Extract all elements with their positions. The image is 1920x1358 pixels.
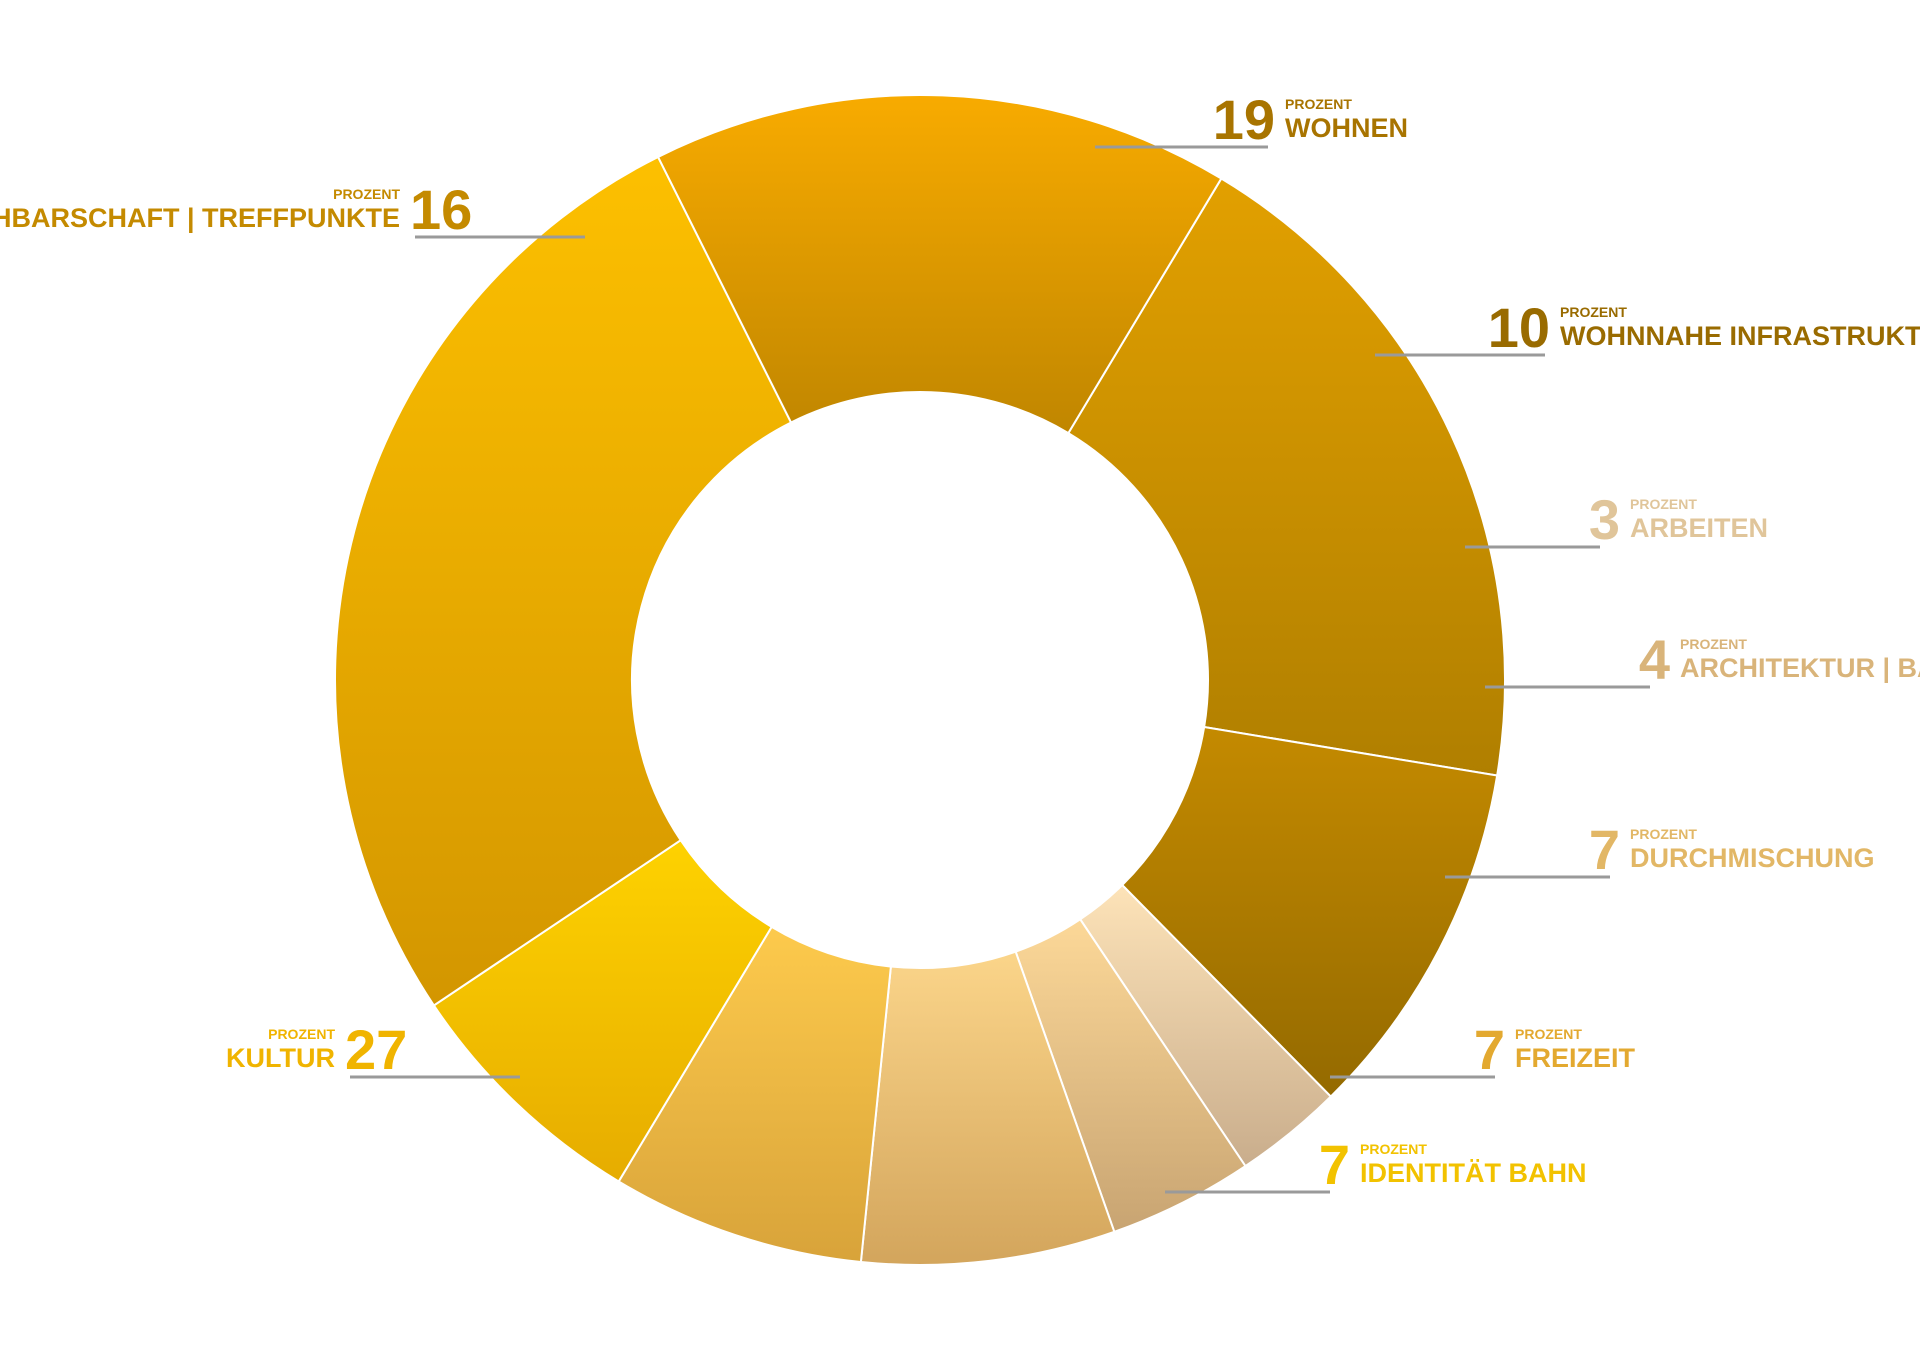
slice-label: DURCHMISCHUNG [1630,843,1875,873]
donut-slices [334,94,1506,1267]
slice-label: IDENTITÄT BAHN [1360,1158,1586,1188]
slice-unit: PROZENT [1560,304,1627,320]
slice-label: WOHNEN [1285,113,1408,143]
slice-unit: PROZENT [1515,1026,1582,1042]
slice-value: 3 [1589,488,1620,551]
slice-unit: PROZENT [1360,1141,1427,1157]
slice-label: KULTUR [226,1043,335,1073]
slice-nachbarschaft-treffpunkte [656,94,1223,435]
slice-label: WOHNNAHE INFRASTRUKTUR [1560,321,1920,351]
slice-unit: PROZENT [333,186,400,202]
slice-value: 27 [345,1018,407,1081]
slice-unit: PROZENT [1680,636,1747,652]
slice-value: 19 [1213,88,1275,151]
slice-value: 16 [410,178,472,241]
slice-unit: PROZENT [268,1026,335,1042]
slice-unit: PROZENT [1285,96,1352,112]
slice-value: 7 [1589,818,1620,881]
slice-value: 10 [1488,296,1550,359]
slice-kultur [334,155,793,1007]
slice-wohnen [1066,177,1506,777]
slice-value: 7 [1319,1133,1350,1196]
slice-label: ARBEITEN [1630,513,1768,543]
slice-label: FREIZEIT [1515,1043,1636,1073]
slice-value: 4 [1639,628,1670,691]
slice-unit: PROZENT [1630,826,1697,842]
slice-wohnnahe-infrastruktur [1120,725,1499,1098]
slice-value: 7 [1474,1018,1505,1081]
slice-unit: PROZENT [1630,496,1697,512]
slice-label: NACHBARSCHAFT | TREFFPUNKTE [0,203,400,233]
slice-label: ARCHITEKTUR | BAUEN [1680,653,1920,683]
